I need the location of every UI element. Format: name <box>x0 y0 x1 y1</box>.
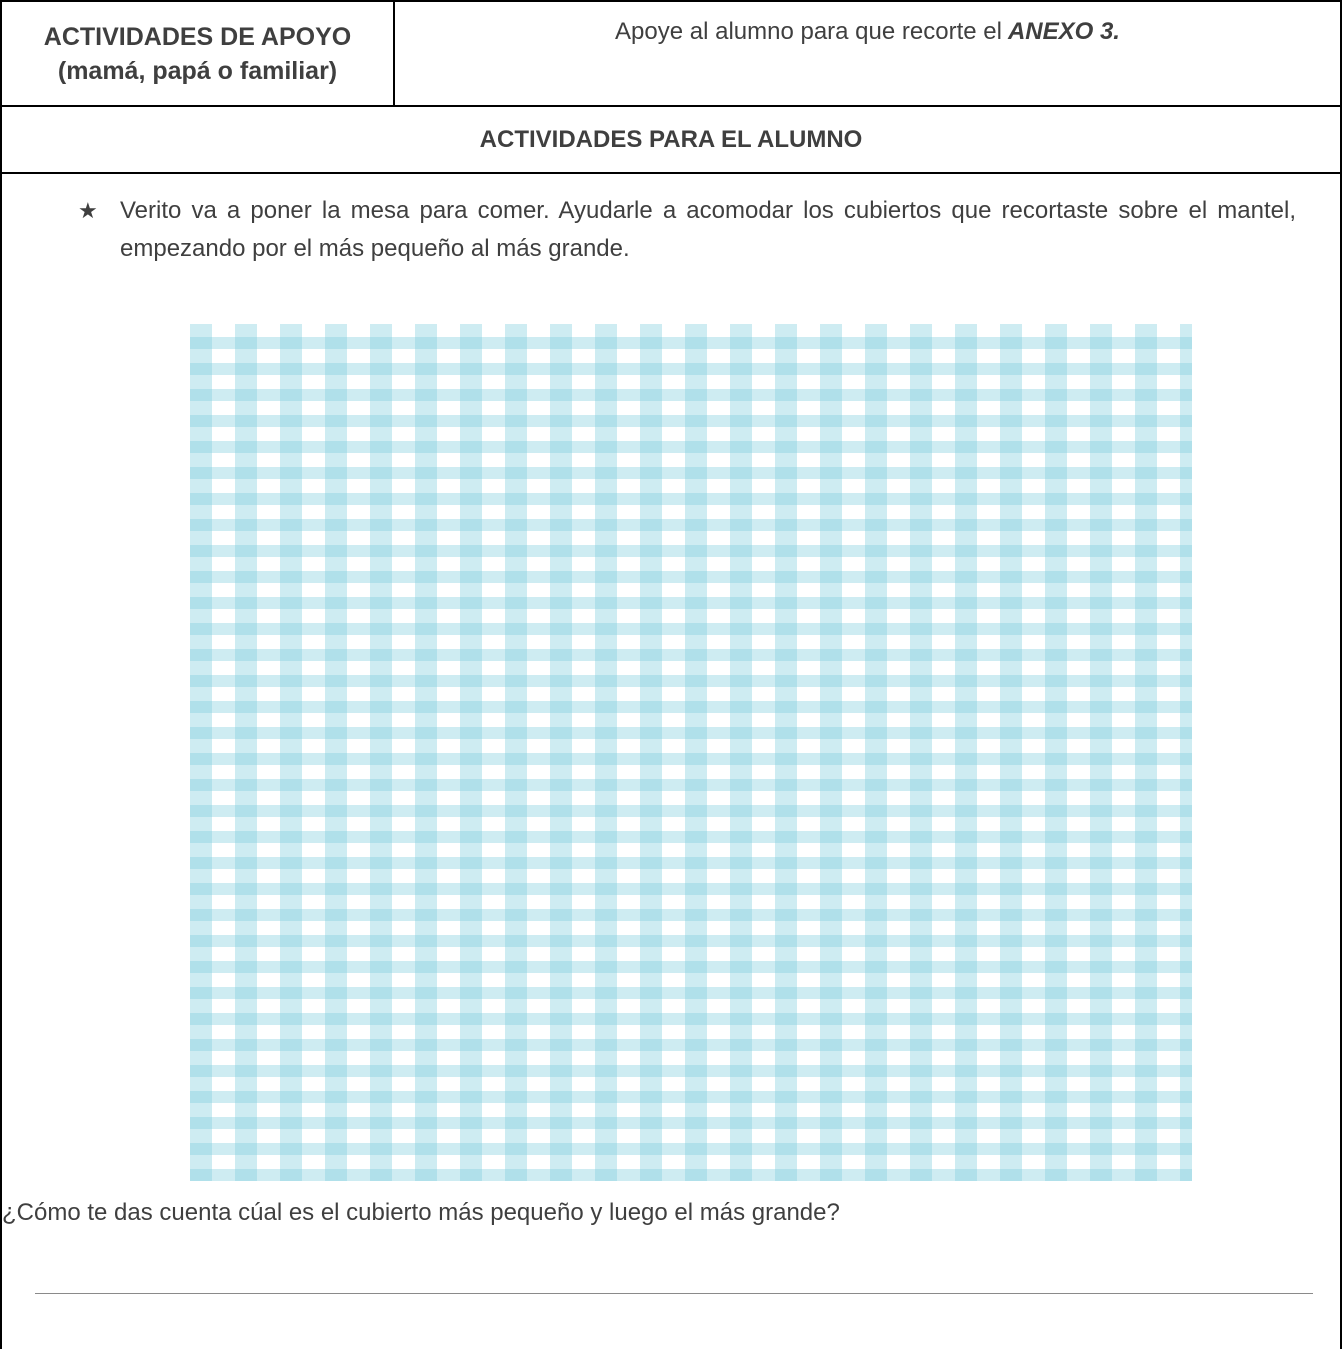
instruction-text: Verito va a poner la mesa para comer. Ay… <box>120 197 1296 262</box>
table-border-top <box>0 0 1342 2</box>
table-border-left <box>0 0 2 1349</box>
student-instruction: ★ Verito va a poner la mesa para comer. … <box>78 192 1296 268</box>
table-row-divider <box>0 105 1342 107</box>
answer-line[interactable] <box>35 1293 1313 1294</box>
support-label-title: ACTIVIDADES DE APOYO <box>43 22 352 51</box>
table-row-divider <box>0 172 1342 174</box>
support-label-subtitle: (mamá, papá o familiar) <box>57 56 338 85</box>
gingham-tablecloth <box>190 324 1192 1181</box>
support-activities-text: Apoye al alumno para que recorte el ANEX… <box>395 2 1340 62</box>
star-icon: ★ <box>78 198 98 223</box>
reflection-question: ¿Cómo te das cuenta cúal es el cubierto … <box>2 1199 840 1226</box>
table-border-right <box>1340 0 1342 1349</box>
support-activities-label: ACTIVIDADES DE APOYO (mamá, papá o famil… <box>2 2 393 105</box>
annex-reference: ANEXO 3. <box>1007 18 1120 45</box>
table-column-divider <box>393 0 395 106</box>
student-activities-title: ACTIVIDADES PARA EL ALUMNO <box>479 125 863 153</box>
support-instruction: Apoye al alumno para que recorte el <box>615 18 1002 45</box>
